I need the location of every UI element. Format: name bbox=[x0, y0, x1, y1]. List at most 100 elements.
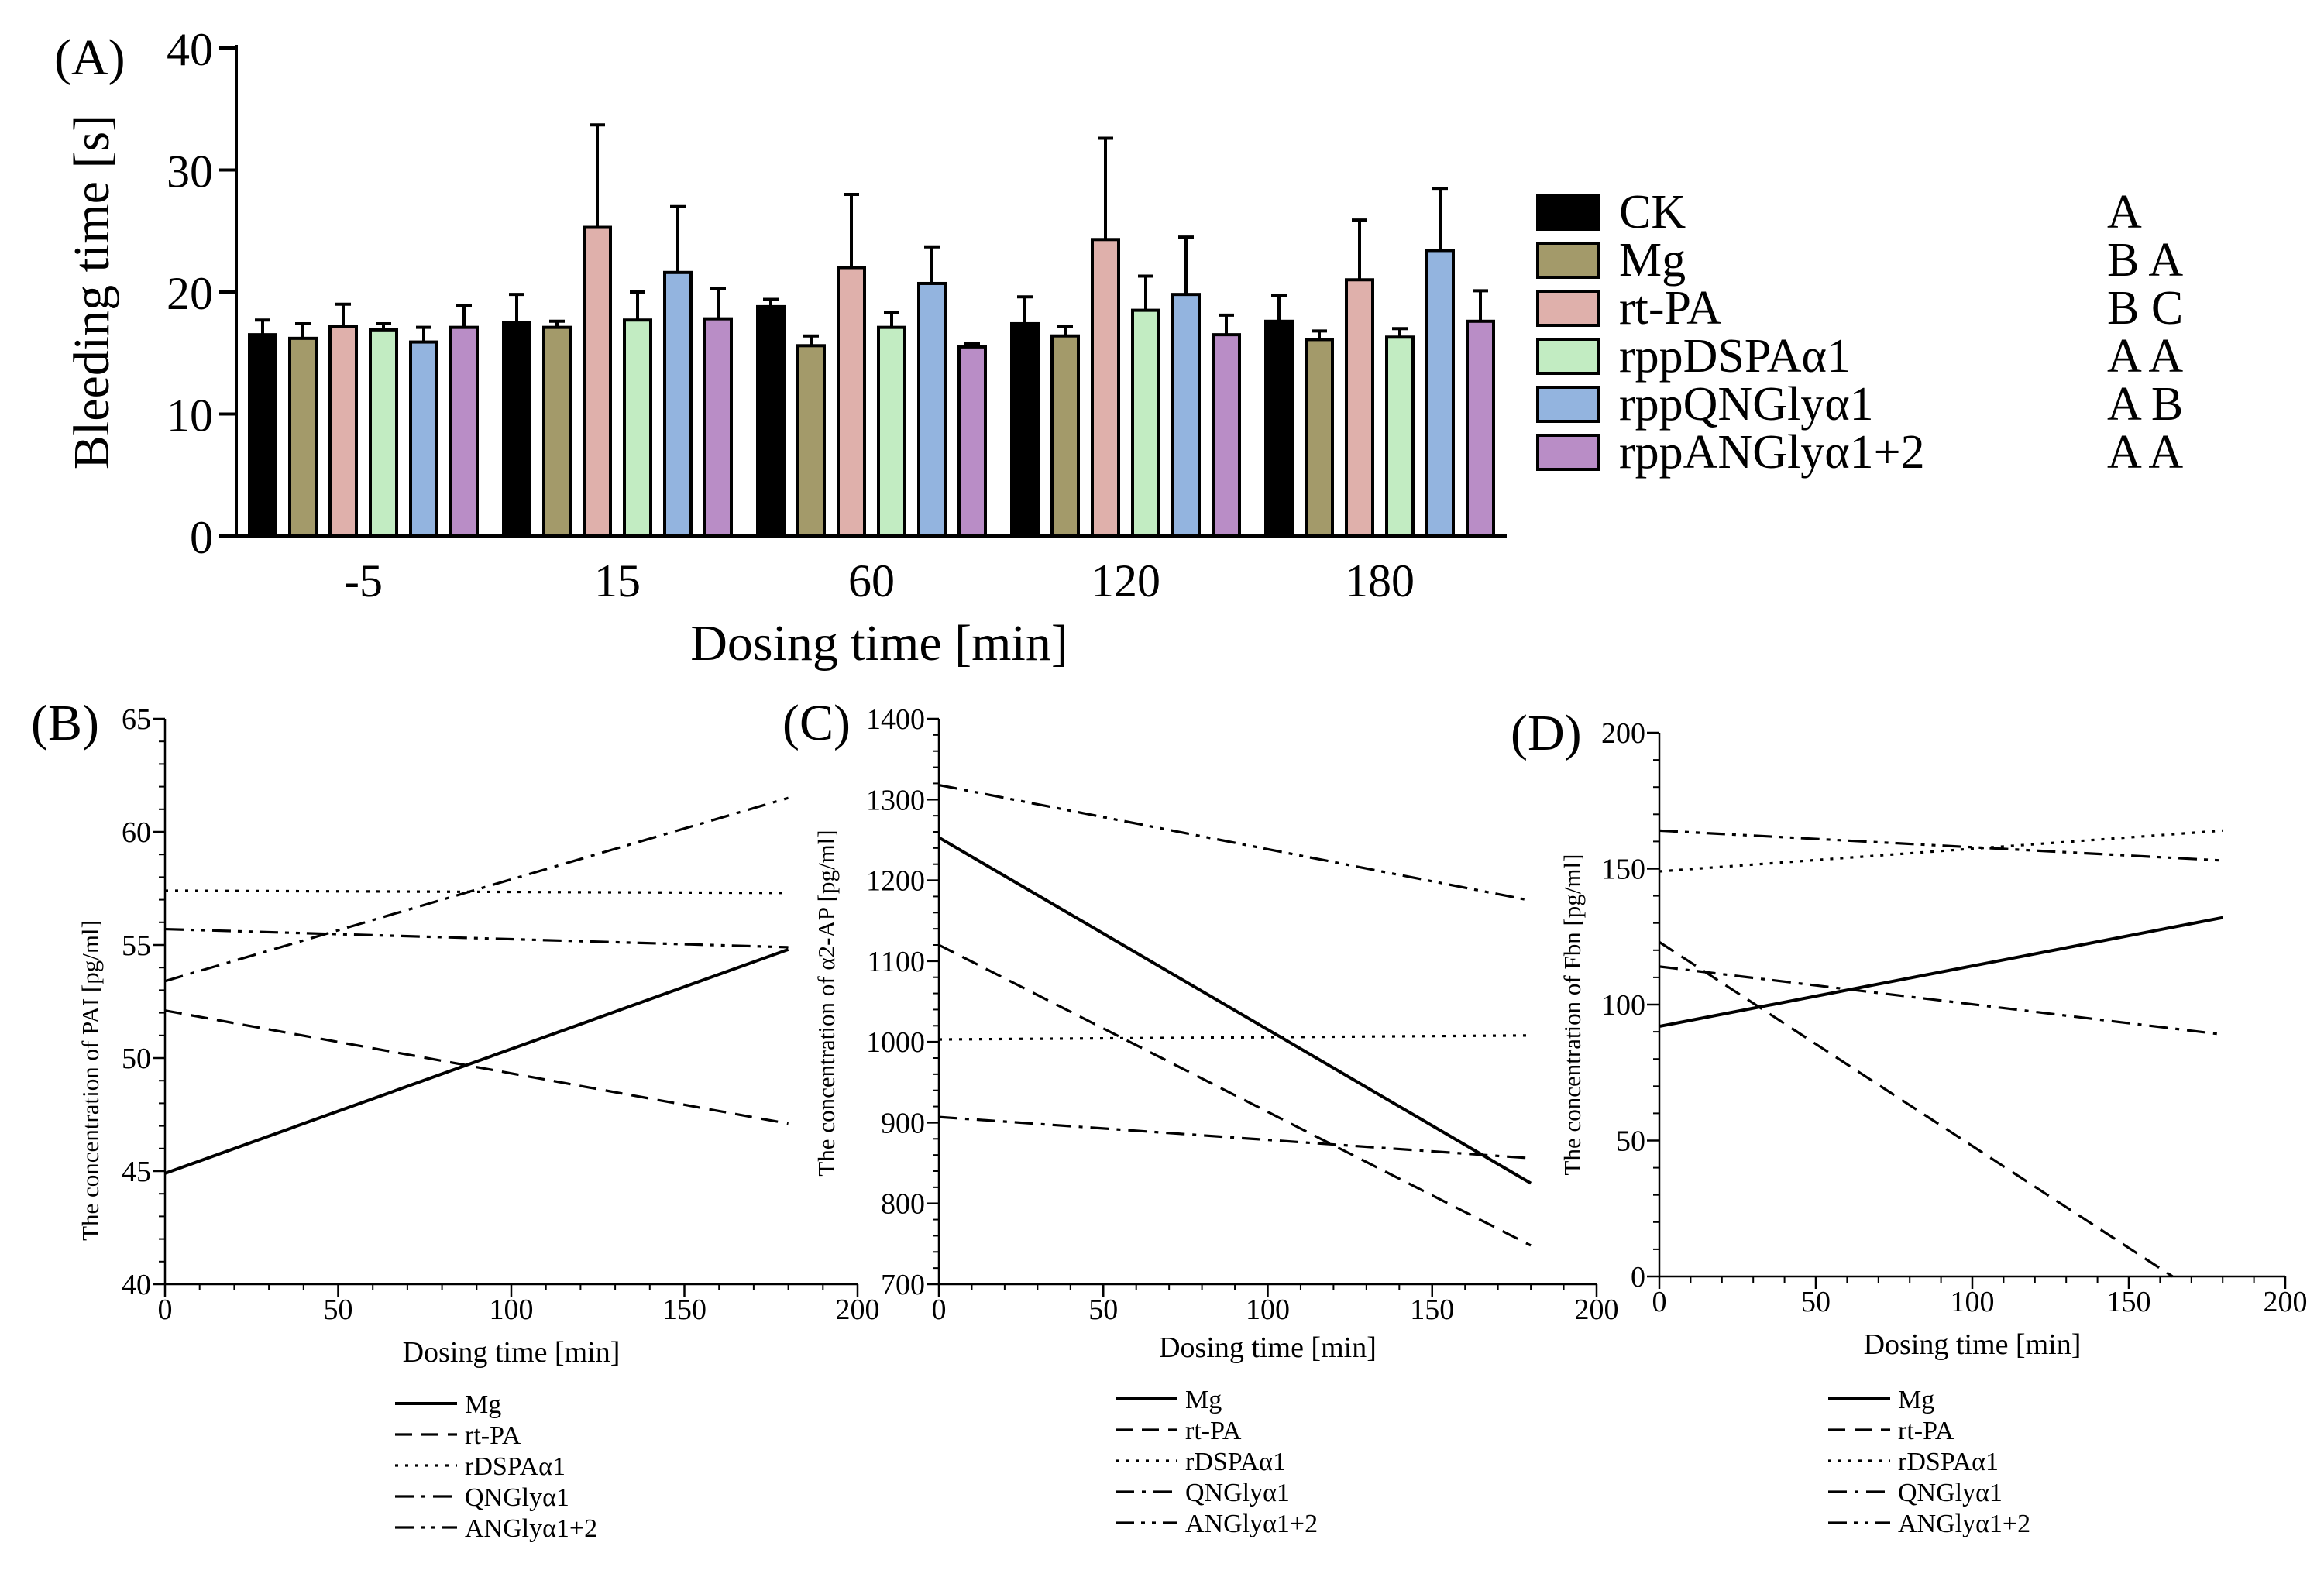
bar bbox=[248, 333, 277, 538]
y-tick-label: 45 bbox=[122, 1156, 151, 1188]
legend-label: Mg bbox=[1185, 1386, 1222, 1414]
x-tick-label: 150 bbox=[1410, 1294, 1454, 1326]
y-tick-label: 1400 bbox=[866, 703, 925, 736]
x-tick-label: 50 bbox=[1088, 1294, 1118, 1326]
bar bbox=[502, 321, 531, 538]
y-tick-label: 30 bbox=[167, 146, 213, 198]
bar bbox=[877, 325, 906, 538]
y-tick-label: 200 bbox=[1601, 717, 1645, 750]
series-line bbox=[1659, 965, 2223, 1036]
bar bbox=[409, 340, 438, 538]
bar bbox=[1212, 333, 1241, 538]
panel-d-line-chart: (D) 0 50 100 150 200 0 50 100 150 200 The concentr… bbox=[1511, 705, 2308, 1538]
bar bbox=[1345, 278, 1374, 538]
x-axis-title: Dosing time [min] bbox=[1159, 1331, 1377, 1364]
panel-b-line-chart: (B) 0 50 100 150 200 40 45 50 55 60 65 The concentr… bbox=[31, 695, 880, 1543]
legend-label: rt-PA bbox=[465, 1421, 521, 1450]
panel-d-tag: (D) bbox=[1511, 705, 1582, 761]
series-line bbox=[938, 783, 1532, 902]
legend-label: QNGlyα1 bbox=[1185, 1479, 1290, 1507]
bar bbox=[542, 325, 572, 538]
x-axis-title: Dosing time [min] bbox=[1864, 1328, 2082, 1361]
bar bbox=[1466, 319, 1495, 538]
legend-letters: B A bbox=[2107, 234, 2183, 287]
legend-label: Mg bbox=[1898, 1386, 1934, 1414]
bar bbox=[328, 325, 358, 538]
legend-swatch bbox=[1536, 434, 1600, 471]
legend-label: QNGlyα1 bbox=[1898, 1479, 2003, 1507]
panel-c-tag: (C) bbox=[782, 695, 851, 751]
series-line bbox=[937, 836, 1532, 1185]
panel-d-legend: Mg rt-PA rDSPAα1 QNGlyα1 ANGlyα1+2 bbox=[1828, 1386, 2030, 1538]
legend-label: rt-PA bbox=[1185, 1417, 1242, 1445]
panel-c-line-chart: (C) 0 50 100 150 200700800900100011001200130… bbox=[782, 695, 1619, 1538]
y-tick-label: 40 bbox=[167, 24, 213, 75]
y-axis-title: The concentration of PAI [pg/ml] bbox=[77, 920, 104, 1241]
panel-d-axes: 0 50 100 150 200 0 50 100 150 200 The concentratio… bbox=[1559, 717, 2308, 1361]
legend-label: CK bbox=[1619, 186, 1686, 239]
x-tick-label: 200 bbox=[1575, 1294, 1619, 1326]
bar bbox=[957, 345, 987, 538]
y-axis-title: The concentration of α2-AP [pg/ml] bbox=[813, 830, 840, 1176]
legend-label: rt-PA bbox=[1619, 282, 1721, 335]
y-tick-label: 20 bbox=[167, 268, 213, 319]
panel-b-lines bbox=[164, 796, 789, 1175]
panel-a-tag: (A) bbox=[54, 29, 125, 86]
panel-c-legend: Mg rt-PA rDSPAα1 QNGlyα1 ANGlyα1+2 bbox=[1116, 1386, 1318, 1538]
bar bbox=[623, 318, 652, 538]
x-axis-title: Dosing time [min] bbox=[690, 615, 1068, 672]
bar bbox=[1091, 238, 1120, 538]
series-line bbox=[1659, 829, 2223, 862]
legend-label: ANGlyα1+2 bbox=[465, 1514, 597, 1543]
x-tick-label: 200 bbox=[836, 1294, 880, 1326]
y-tick-label: 55 bbox=[122, 929, 151, 962]
bar bbox=[288, 336, 318, 538]
series-line bbox=[938, 1115, 1532, 1160]
bar bbox=[756, 304, 786, 538]
x-tick-label: 100 bbox=[1246, 1294, 1290, 1326]
x-tick-label: 150 bbox=[2107, 1286, 2151, 1318]
y-tick-label: 0 bbox=[190, 512, 213, 563]
panel-a-bars bbox=[248, 123, 1495, 538]
y-tick-label: 800 bbox=[881, 1188, 925, 1221]
y-tick-label: 900 bbox=[881, 1107, 925, 1139]
bar bbox=[663, 270, 693, 538]
legend-letters: A A bbox=[2107, 426, 2183, 479]
x-axis-title: Dosing time [min] bbox=[403, 1336, 621, 1369]
y-tick-label: 65 bbox=[122, 703, 151, 736]
legend-swatch bbox=[1536, 386, 1600, 423]
panel-a-axes: 0 10 20 30 40 Bleeding time [s] Dosing time [m… bbox=[64, 24, 1507, 672]
legend-letters: A A bbox=[2107, 330, 2183, 383]
x-tick-label: 0 bbox=[158, 1294, 173, 1326]
panel-b-axes: 0 50 100 150 200 40 45 50 55 60 65 The concentratio… bbox=[77, 703, 880, 1369]
series-line bbox=[1659, 940, 2174, 1278]
x-tick-label: 0 bbox=[1652, 1286, 1667, 1318]
series-line bbox=[164, 927, 789, 949]
x-tick-label: -5 bbox=[344, 555, 383, 606]
bar bbox=[1425, 249, 1455, 538]
bar bbox=[1171, 293, 1201, 538]
panel-c-axes: 0 50 100 150 2007008009001000110012001300140… bbox=[813, 703, 1619, 1364]
x-tick-label: 200 bbox=[2264, 1286, 2308, 1318]
y-tick-label: 100 bbox=[1601, 989, 1645, 1022]
y-tick-label: 40 bbox=[122, 1269, 151, 1301]
x-tick-label: 120 bbox=[1091, 555, 1160, 606]
bar bbox=[1131, 308, 1160, 538]
bar bbox=[1010, 321, 1040, 538]
legend-swatch bbox=[1536, 194, 1600, 231]
bar bbox=[1385, 335, 1415, 538]
legend-letters: B C bbox=[2107, 282, 2183, 335]
legend-label: rDSPAα1 bbox=[465, 1452, 566, 1481]
legend-letters: A bbox=[2107, 186, 2142, 239]
panel-a-legend: CK A Mg B A rt-PA B C rppDSPAα1 A A rppQNGlyα1 A … bbox=[1536, 186, 2183, 479]
legend-label: rt-PA bbox=[1898, 1417, 1954, 1445]
y-axis-title: Bleeding time [s] bbox=[64, 115, 120, 469]
legend-letters: A B bbox=[2107, 378, 2183, 431]
legend-swatch bbox=[1536, 242, 1600, 279]
series-line bbox=[164, 947, 789, 1175]
series-line bbox=[164, 1009, 789, 1125]
legend-label: rppQNGlyα1 bbox=[1619, 378, 1874, 431]
legend-swatch bbox=[1536, 290, 1600, 327]
legend-label: ANGlyα1+2 bbox=[1185, 1510, 1318, 1538]
